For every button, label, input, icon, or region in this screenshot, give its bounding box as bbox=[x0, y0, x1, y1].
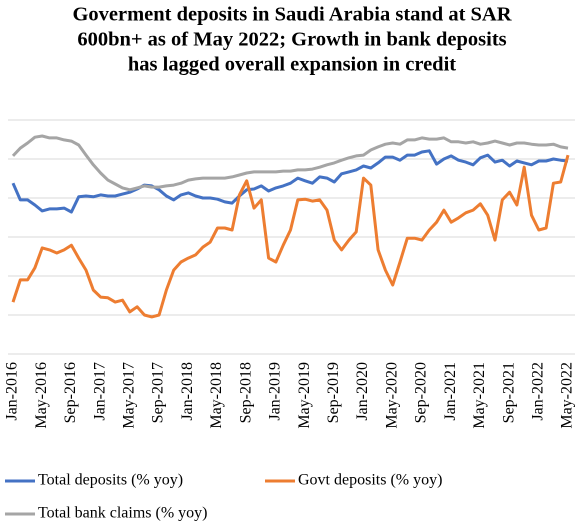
chart-title: Goverment deposits in Saudi Arabia stand… bbox=[72, 4, 511, 26]
legend-label: Total bank claims (% yoy) bbox=[38, 505, 208, 522]
x-tick-label: Jan-2017 bbox=[91, 362, 108, 421]
x-tick-label: Sep-2021 bbox=[500, 362, 517, 423]
x-tick-label: Jan-2019 bbox=[267, 362, 284, 421]
x-tick-label: Sep-2016 bbox=[62, 362, 79, 423]
x-tick-label: Jan-2020 bbox=[354, 362, 371, 421]
x-tick-label: May-2016 bbox=[33, 362, 50, 429]
x-tick-label: Sep-2019 bbox=[325, 362, 342, 423]
chart-title: has lagged overall expansion in credit bbox=[128, 54, 456, 76]
line-series bbox=[11, 134, 569, 192]
x-tick-label: Jan-2021 bbox=[442, 362, 459, 421]
x-tick-label: Sep-2020 bbox=[413, 362, 430, 423]
x-tick-label: May-2020 bbox=[383, 362, 400, 429]
x-tick-label: May-2022 bbox=[559, 362, 576, 429]
x-tick-label: Sep-2017 bbox=[150, 362, 167, 423]
x-tick-label: Sep-2018 bbox=[237, 362, 254, 423]
chart-title: 600bn+ as of May 2022; Growth in bank de… bbox=[77, 29, 506, 51]
x-tick-label: May-2017 bbox=[121, 362, 138, 429]
x-tick-label: May-2021 bbox=[471, 362, 488, 429]
line-series bbox=[11, 149, 569, 214]
x-tick-label: Jan-2018 bbox=[179, 362, 196, 421]
x-tick-label: Jan-2016 bbox=[4, 362, 21, 421]
legend-label: Govt deposits (% yoy) bbox=[298, 472, 442, 489]
line-series bbox=[11, 154, 570, 319]
x-tick-label: May-2018 bbox=[208, 362, 225, 429]
x-tick-label: May-2019 bbox=[296, 362, 313, 429]
legend-label: Total deposits (% yoy) bbox=[38, 472, 183, 489]
x-tick-label: Jan-2022 bbox=[529, 362, 546, 421]
